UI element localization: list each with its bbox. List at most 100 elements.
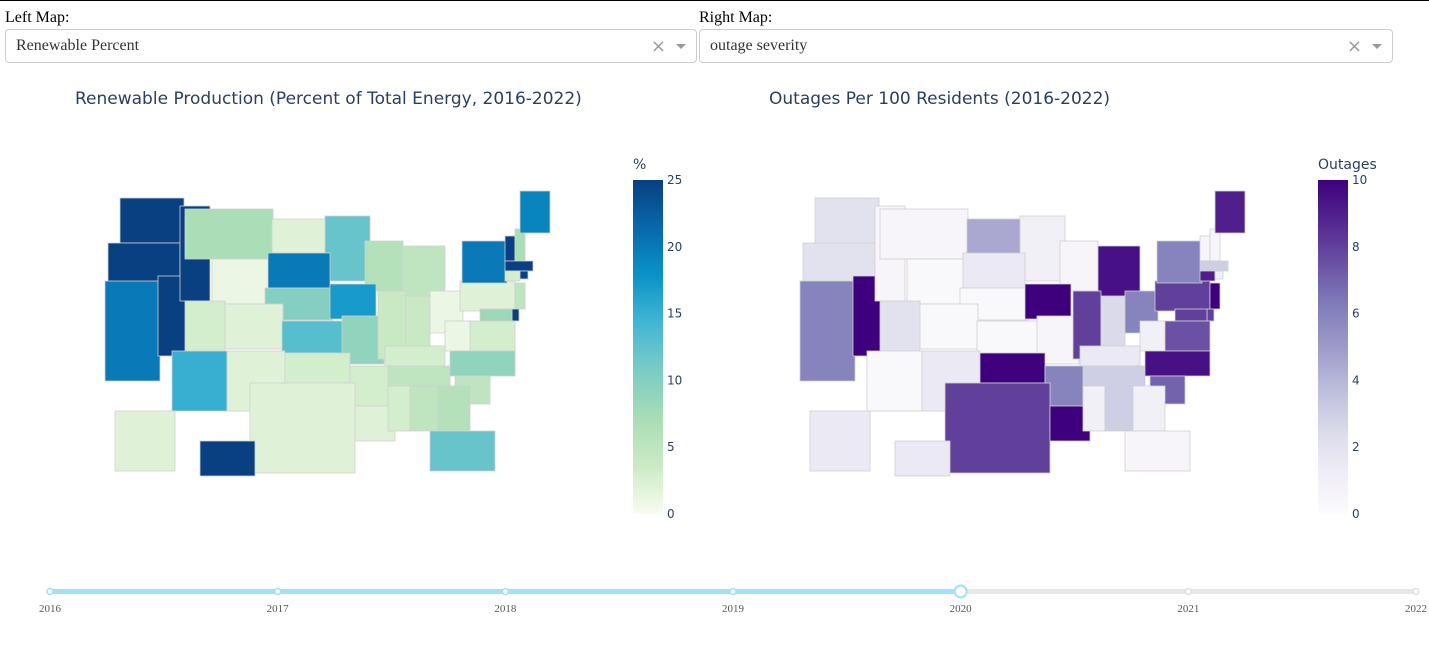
state-ny[interactable]: [1156, 240, 1203, 284]
state-me[interactable]: [1214, 190, 1246, 234]
state-mt[interactable]: [184, 208, 274, 260]
state-ky[interactable]: [1079, 345, 1141, 367]
state-wi[interactable]: [364, 240, 404, 292]
state-ok[interactable]: [284, 352, 351, 384]
state-va[interactable]: [1164, 320, 1211, 352]
chevron-down-icon[interactable]: [1372, 44, 1382, 49]
state-ks[interactable]: [281, 320, 345, 354]
state-mn[interactable]: [324, 215, 371, 282]
state-wi[interactable]: [1059, 240, 1099, 292]
slider-dot[interactable]: [501, 587, 510, 596]
state-mt[interactable]: [879, 208, 969, 260]
slider-mark-2022[interactable]: 2022: [1405, 603, 1427, 615]
state-wv[interactable]: [444, 320, 472, 352]
slider-mark-2019[interactable]: 2019: [722, 603, 745, 615]
state-tx[interactable]: [249, 382, 356, 474]
slider-handle[interactable]: [953, 584, 968, 599]
state-wa[interactable]: [119, 197, 185, 244]
state-nd[interactable]: [966, 218, 1023, 255]
state-de[interactable]: [1206, 308, 1215, 322]
slider-mark-2021[interactable]: 2021: [1177, 603, 1199, 615]
slider-mark-2018[interactable]: 2018: [494, 603, 517, 615]
clear-icon[interactable]: ×: [650, 36, 666, 57]
state-in[interactable]: [405, 295, 431, 347]
state-ma[interactable]: [1199, 260, 1229, 272]
state-nh[interactable]: [1209, 228, 1221, 262]
state-ut[interactable]: [879, 300, 921, 352]
state-ma[interactable]: [504, 260, 534, 272]
state-ia[interactable]: [329, 283, 377, 320]
state-fl[interactable]: [429, 430, 496, 472]
state-ak[interactable]: [809, 410, 871, 472]
right-map-dropdown[interactable]: outage severity ×: [699, 29, 1393, 63]
chevron-down-icon[interactable]: [676, 44, 686, 49]
state-az[interactable]: [171, 350, 228, 412]
state-de[interactable]: [511, 308, 520, 322]
state-co[interactable]: [224, 303, 284, 350]
state-va[interactable]: [469, 320, 516, 352]
state-pa[interactable]: [1154, 280, 1211, 312]
slider-dot[interactable]: [46, 587, 54, 596]
left-choropleth[interactable]: [104, 190, 551, 477]
state-pa[interactable]: [459, 280, 516, 312]
state-nj[interactable]: [1209, 282, 1221, 310]
state-tn[interactable]: [1079, 365, 1146, 387]
state-ga[interactable]: [437, 385, 471, 432]
state-ca[interactable]: [799, 280, 856, 382]
state-me[interactable]: [519, 190, 551, 234]
state-ri[interactable]: [519, 270, 529, 280]
state-ks[interactable]: [976, 320, 1040, 354]
state-ia[interactable]: [1024, 283, 1072, 320]
state-al[interactable]: [409, 385, 439, 432]
state-wy[interactable]: [906, 258, 966, 305]
state-nj[interactable]: [514, 282, 526, 310]
slider-mark-2020[interactable]: 2020: [950, 603, 973, 615]
slider-dot[interactable]: [1184, 587, 1193, 596]
state-nc[interactable]: [449, 350, 516, 377]
slider-mark-2017[interactable]: 2017: [267, 603, 290, 615]
state-wy[interactable]: [211, 258, 271, 305]
state-ct[interactable]: [504, 270, 521, 282]
state-md[interactable]: [479, 308, 513, 322]
state-ri[interactable]: [1214, 270, 1224, 280]
state-az[interactable]: [866, 350, 923, 412]
state-vt[interactable]: [1199, 235, 1211, 262]
clear-icon[interactable]: ×: [1346, 36, 1362, 57]
slider-mark-2016[interactable]: 2016: [39, 603, 62, 615]
state-sd[interactable]: [962, 252, 1026, 289]
state-vt[interactable]: [504, 235, 516, 262]
state-ar[interactable]: [1044, 365, 1084, 407]
state-ct[interactable]: [1199, 270, 1216, 282]
state-wv[interactable]: [1139, 320, 1167, 352]
slider-dot[interactable]: [1412, 587, 1420, 596]
year-slider[interactable]: 2016 2017 2018 2019 2020 2021 2022: [39, 584, 1427, 616]
state-ms[interactable]: [1082, 385, 1106, 432]
slider-dot[interactable]: [729, 587, 737, 596]
state-in[interactable]: [1100, 295, 1126, 347]
left-map-dropdown[interactable]: Renewable Percent ×: [5, 29, 697, 63]
state-al[interactable]: [1104, 385, 1134, 432]
state-ar[interactable]: [349, 365, 389, 407]
state-ms[interactable]: [387, 385, 411, 432]
state-ak[interactable]: [114, 410, 176, 472]
state-wa[interactable]: [814, 197, 880, 244]
state-ky[interactable]: [384, 345, 446, 367]
state-nh[interactable]: [514, 228, 526, 262]
state-hi[interactable]: [894, 440, 951, 477]
state-nd[interactable]: [271, 218, 328, 255]
state-hi[interactable]: [199, 440, 256, 477]
state-ny[interactable]: [461, 240, 508, 284]
state-ut[interactable]: [184, 300, 226, 352]
state-ca[interactable]: [104, 280, 161, 382]
right-choropleth[interactable]: [799, 190, 1246, 477]
state-sd[interactable]: [267, 252, 331, 289]
state-md[interactable]: [1174, 308, 1208, 322]
state-tn[interactable]: [384, 365, 451, 387]
state-ga[interactable]: [1132, 385, 1166, 432]
state-tx[interactable]: [944, 382, 1051, 474]
state-co[interactable]: [919, 303, 979, 350]
slider-dot[interactable]: [273, 587, 282, 596]
state-nc[interactable]: [1144, 350, 1211, 377]
state-mn[interactable]: [1019, 215, 1066, 282]
state-ok[interactable]: [979, 352, 1046, 384]
